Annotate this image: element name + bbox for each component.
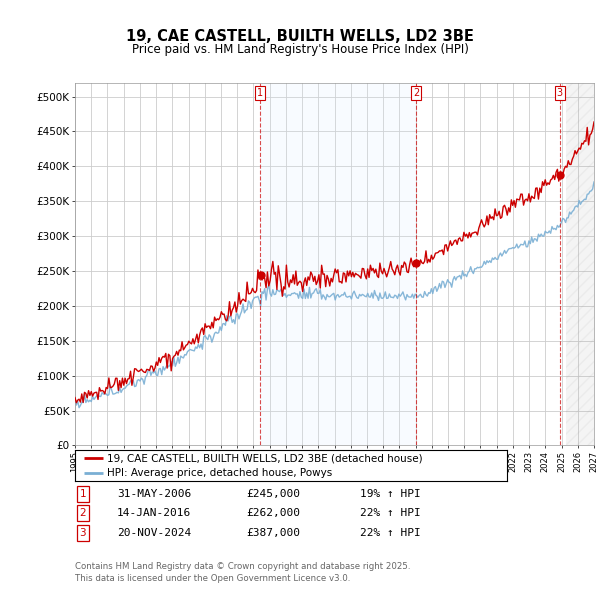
Text: 22% ↑ HPI: 22% ↑ HPI <box>360 509 421 518</box>
Text: 22% ↑ HPI: 22% ↑ HPI <box>360 528 421 537</box>
Text: Contains HM Land Registry data © Crown copyright and database right 2025.
This d: Contains HM Land Registry data © Crown c… <box>75 562 410 583</box>
Text: 3: 3 <box>79 528 86 537</box>
Text: £387,000: £387,000 <box>246 528 300 537</box>
Text: 1: 1 <box>257 88 263 98</box>
Text: 3: 3 <box>557 88 563 98</box>
Text: HPI: Average price, detached house, Powys: HPI: Average price, detached house, Powy… <box>107 467 332 477</box>
Text: £262,000: £262,000 <box>246 509 300 518</box>
Bar <box>566 83 594 445</box>
Bar <box>260 83 416 445</box>
Text: Price paid vs. HM Land Registry's House Price Index (HPI): Price paid vs. HM Land Registry's House … <box>131 43 469 56</box>
Text: 2: 2 <box>79 509 86 518</box>
Text: 19, CAE CASTELL, BUILTH WELLS, LD2 3BE (detached house): 19, CAE CASTELL, BUILTH WELLS, LD2 3BE (… <box>107 454 423 464</box>
Text: 31-MAY-2006: 31-MAY-2006 <box>117 489 191 499</box>
Text: 14-JAN-2016: 14-JAN-2016 <box>117 509 191 518</box>
Text: 1: 1 <box>79 489 86 499</box>
Text: 19% ↑ HPI: 19% ↑ HPI <box>360 489 421 499</box>
Text: 19, CAE CASTELL, BUILTH WELLS, LD2 3BE: 19, CAE CASTELL, BUILTH WELLS, LD2 3BE <box>126 29 474 44</box>
Text: £245,000: £245,000 <box>246 489 300 499</box>
Text: 20-NOV-2024: 20-NOV-2024 <box>117 528 191 537</box>
Text: 2: 2 <box>413 88 419 98</box>
